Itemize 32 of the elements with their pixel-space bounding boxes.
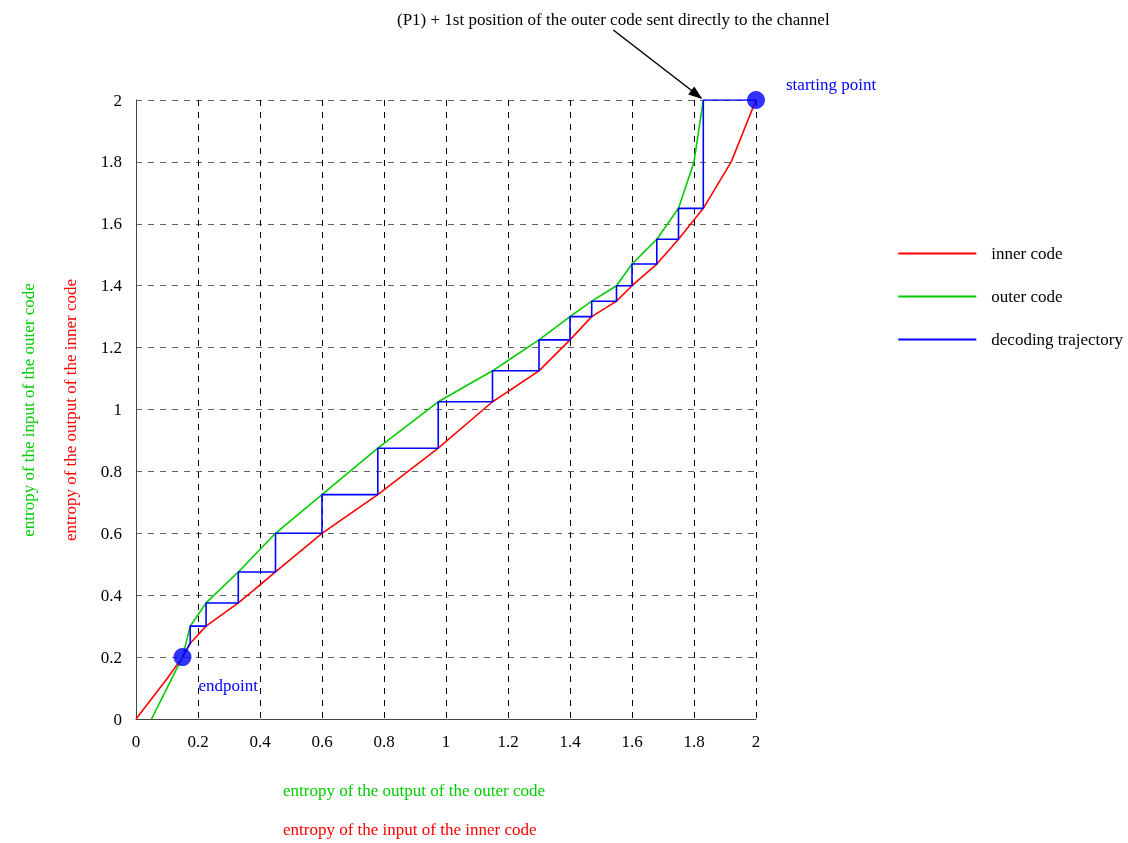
- y-tick-label: 0.8: [100, 461, 122, 481]
- y-tick-label: 0.4: [100, 585, 123, 605]
- x-tick-label: 0.4: [249, 732, 272, 751]
- text: entropy of the output of the outer code: [283, 781, 546, 800]
- annotation: endpoint: [198, 676, 259, 696]
- y-tick-label: 1.4: [100, 276, 123, 296]
- x-tick-label: 0.8: [373, 732, 395, 751]
- text: entropy of the input of the inner code: [283, 820, 537, 839]
- legend-label: decoding trajectory: [991, 330, 1124, 349]
- y-tick-label: 1: [113, 400, 122, 419]
- legend-label: inner code: [991, 244, 1063, 263]
- y-tick-label: 1.2: [100, 338, 122, 358]
- x-tick-label: 1.2: [497, 732, 519, 751]
- legend-label: outer code: [991, 287, 1063, 306]
- y-tick-label: 1.6: [100, 214, 122, 234]
- x-tick-label: 0.2: [187, 732, 209, 751]
- y-tick-label: 0: [113, 709, 122, 729]
- x-tick-label: 0.6: [311, 732, 333, 751]
- y-tick-label: 0.6: [100, 523, 122, 543]
- x-tick-label: 1.4: [559, 732, 582, 751]
- y-tick-label: 0.2: [100, 647, 122, 667]
- x-tick-label: 1.8: [683, 732, 705, 751]
- x-tick-label: 2: [751, 732, 761, 751]
- text: entropy of the input of the outer code: [19, 283, 38, 537]
- x-tick-label: 1.6: [621, 732, 643, 751]
- text: entropy of the output of the inner code: [61, 278, 80, 542]
- y-tick-label: 1.8: [100, 152, 122, 172]
- x-tick-label: 1: [441, 732, 451, 751]
- x-tick-label: 0: [131, 732, 141, 751]
- annotation: starting point: [786, 75, 877, 94]
- y-tick-label: 2: [113, 90, 122, 110]
- text: (P1) + 1st position of the outer code sent directly to the channel: [397, 10, 830, 29]
